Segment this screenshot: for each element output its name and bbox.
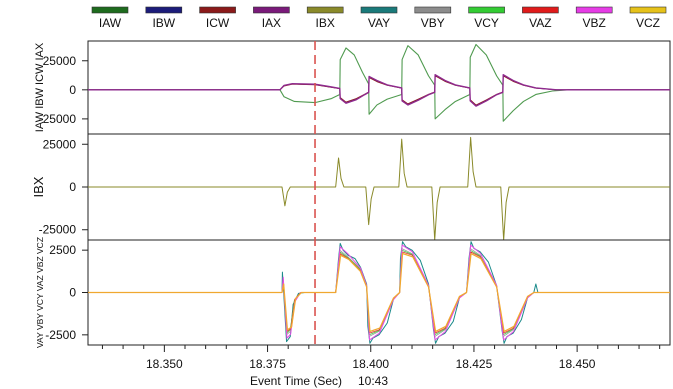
y-tick-label: 0	[69, 180, 76, 194]
legend-swatch-vcy	[468, 6, 505, 14]
legend: IAW IBW ICW IAX IBX VAY VBY VCY VAZ VBZ VCZ	[91, 6, 667, 30]
legend-label-ibx: IBX	[316, 16, 335, 30]
legend-swatch-vay	[360, 6, 398, 14]
panel-series	[88, 43, 670, 122]
y-axis-label: IAW IBW ICW IAX	[34, 42, 46, 132]
legend-label-iaw: IAW	[99, 16, 122, 30]
panel-2: 25000 0 -25000 IBX	[31, 133, 671, 241]
y-axis-label: VAY VBY VCY VAZ VBZ VCZ	[35, 237, 45, 348]
y-tick-label: 2500	[49, 243, 76, 257]
panel-series	[88, 241, 670, 344]
legend-swatch-icw	[199, 6, 236, 14]
panel-series	[88, 136, 670, 240]
y-tick-label: 25000	[43, 137, 77, 151]
x-tick-label: 18.425	[456, 357, 493, 371]
x-axis-label: Event Time (Sec)	[250, 374, 342, 388]
legend-swatch-iax	[253, 6, 290, 14]
legend-label-vcy: VCY	[474, 16, 499, 30]
x-axis: 18.350 18.375 18.400 18.425 18.450	[101, 345, 661, 371]
series-line-ibx	[88, 136, 670, 240]
x-tick-label: 18.350	[146, 357, 183, 371]
time-label: 10:43	[358, 374, 388, 388]
legend-swatch-ibx	[306, 6, 344, 14]
x-tick-label: 18.400	[352, 357, 389, 371]
legend-swatch-vaz	[522, 6, 559, 14]
y-tick-label: 0	[69, 83, 76, 97]
legend-label-icw: ICW	[206, 16, 230, 30]
legend-label-vaz: VAZ	[529, 16, 551, 30]
series-line-vcz	[88, 252, 670, 333]
y-tick-label: -25000	[39, 112, 77, 126]
legend-swatch-vby	[414, 6, 452, 14]
legend-label-vby: VBY	[421, 16, 445, 30]
panel-frame	[87, 40, 671, 135]
legend-swatch-ibw	[145, 6, 183, 14]
y-tick-label: 25000	[43, 54, 77, 68]
legend-label-iax: IAX	[262, 16, 281, 30]
y-axis-label: IBX	[31, 176, 46, 197]
x-tick-label: 18.375	[249, 357, 286, 371]
series-line-iax	[88, 74, 670, 107]
legend-label-vcz: VCZ	[636, 16, 660, 30]
legend-swatch-vbz	[575, 6, 613, 14]
y-tick-label: -2500	[45, 328, 76, 342]
legend-label-ibw: IBW	[152, 16, 175, 30]
x-tick-label: 18.450	[559, 357, 596, 371]
legend-swatch-iaw	[91, 6, 129, 14]
y-tick-label: 0	[69, 286, 76, 300]
legend-swatch-vcz	[629, 6, 667, 14]
y-tick-label: -25000	[39, 223, 77, 237]
legend-label-vay: VAY	[368, 16, 390, 30]
legend-label-vbz: VBZ	[583, 16, 606, 30]
